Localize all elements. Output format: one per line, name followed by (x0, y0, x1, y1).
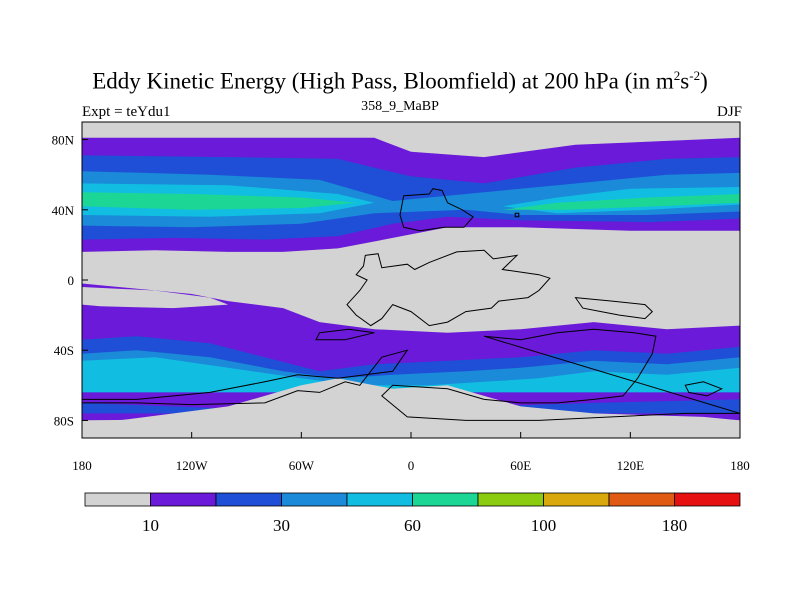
experiment-label: Expt = teYdu1 (82, 104, 171, 120)
colorbar-swatch-7 (543, 492, 610, 507)
colorbar-label: 180 (662, 516, 688, 535)
contour-region-11 (82, 357, 740, 393)
chart-title: Eddy Kinetic Energy (High Pass, Bloomfie… (92, 68, 708, 94)
colorbar-label: 30 (273, 516, 290, 535)
land-outline-far-south-island (684, 381, 723, 397)
contour-region-17 (82, 378, 740, 438)
contour-region-16 (301, 253, 713, 319)
contour-region-7 (502, 194, 740, 210)
colorbar-label: 100 (531, 516, 557, 535)
y-tick-label: 0 (68, 273, 75, 288)
y-tick-label: 40N (52, 203, 75, 218)
x-axis: 180 120W 60W 0 60E 120E 180 (72, 432, 750, 473)
colorbar-label: 10 (142, 516, 159, 535)
colorbar-swatch-0 (84, 492, 151, 507)
x-tick-label: 60W (289, 458, 315, 473)
y-tick-label: 40S (54, 343, 74, 358)
land-outline-east-land (574, 296, 654, 320)
land-outline-southern-island (315, 328, 375, 341)
land-outline-southern-continent (82, 349, 409, 406)
colorbar: 10 30 60 100 180 (84, 492, 741, 535)
y-tick-label: 80N (52, 133, 75, 148)
contour-region-6 (82, 192, 357, 210)
x-tick-label: 120W (176, 458, 209, 473)
x-tick-label: 180 (72, 458, 92, 473)
contour-region-15 (82, 287, 229, 309)
colorbar-swatch-6 (477, 492, 544, 507)
land-outlines (82, 188, 740, 421)
land-outline-tropical-continent (346, 249, 551, 327)
land-outline-small-island (514, 212, 520, 218)
colorbar-swatch-3 (281, 492, 348, 507)
y-tick-label: 80S (54, 413, 74, 428)
land-outline-north-land (399, 188, 474, 232)
y-axis: 80N 40N 0 40S 80S (52, 133, 88, 428)
colorbar-swatch-9 (674, 492, 741, 507)
x-tick-label: 120E (617, 458, 645, 473)
colorbar-swatch-1 (150, 492, 217, 507)
colorbar-swatch-8 (608, 492, 675, 507)
colorbar-swatch-2 (215, 492, 282, 507)
chart-subtitle: 358_9_MaBP (361, 99, 439, 114)
colorbar-label: 60 (404, 516, 421, 535)
season-label: DJF (716, 104, 742, 120)
land-outline-south-east-land (381, 328, 740, 421)
x-tick-label: 180 (730, 458, 750, 473)
contour-fills (82, 122, 740, 438)
x-tick-label: 60E (510, 458, 531, 473)
colorbar-swatch-5 (412, 492, 479, 507)
x-tick-label: 0 (408, 458, 415, 473)
colorbar-swatch-4 (346, 492, 413, 507)
